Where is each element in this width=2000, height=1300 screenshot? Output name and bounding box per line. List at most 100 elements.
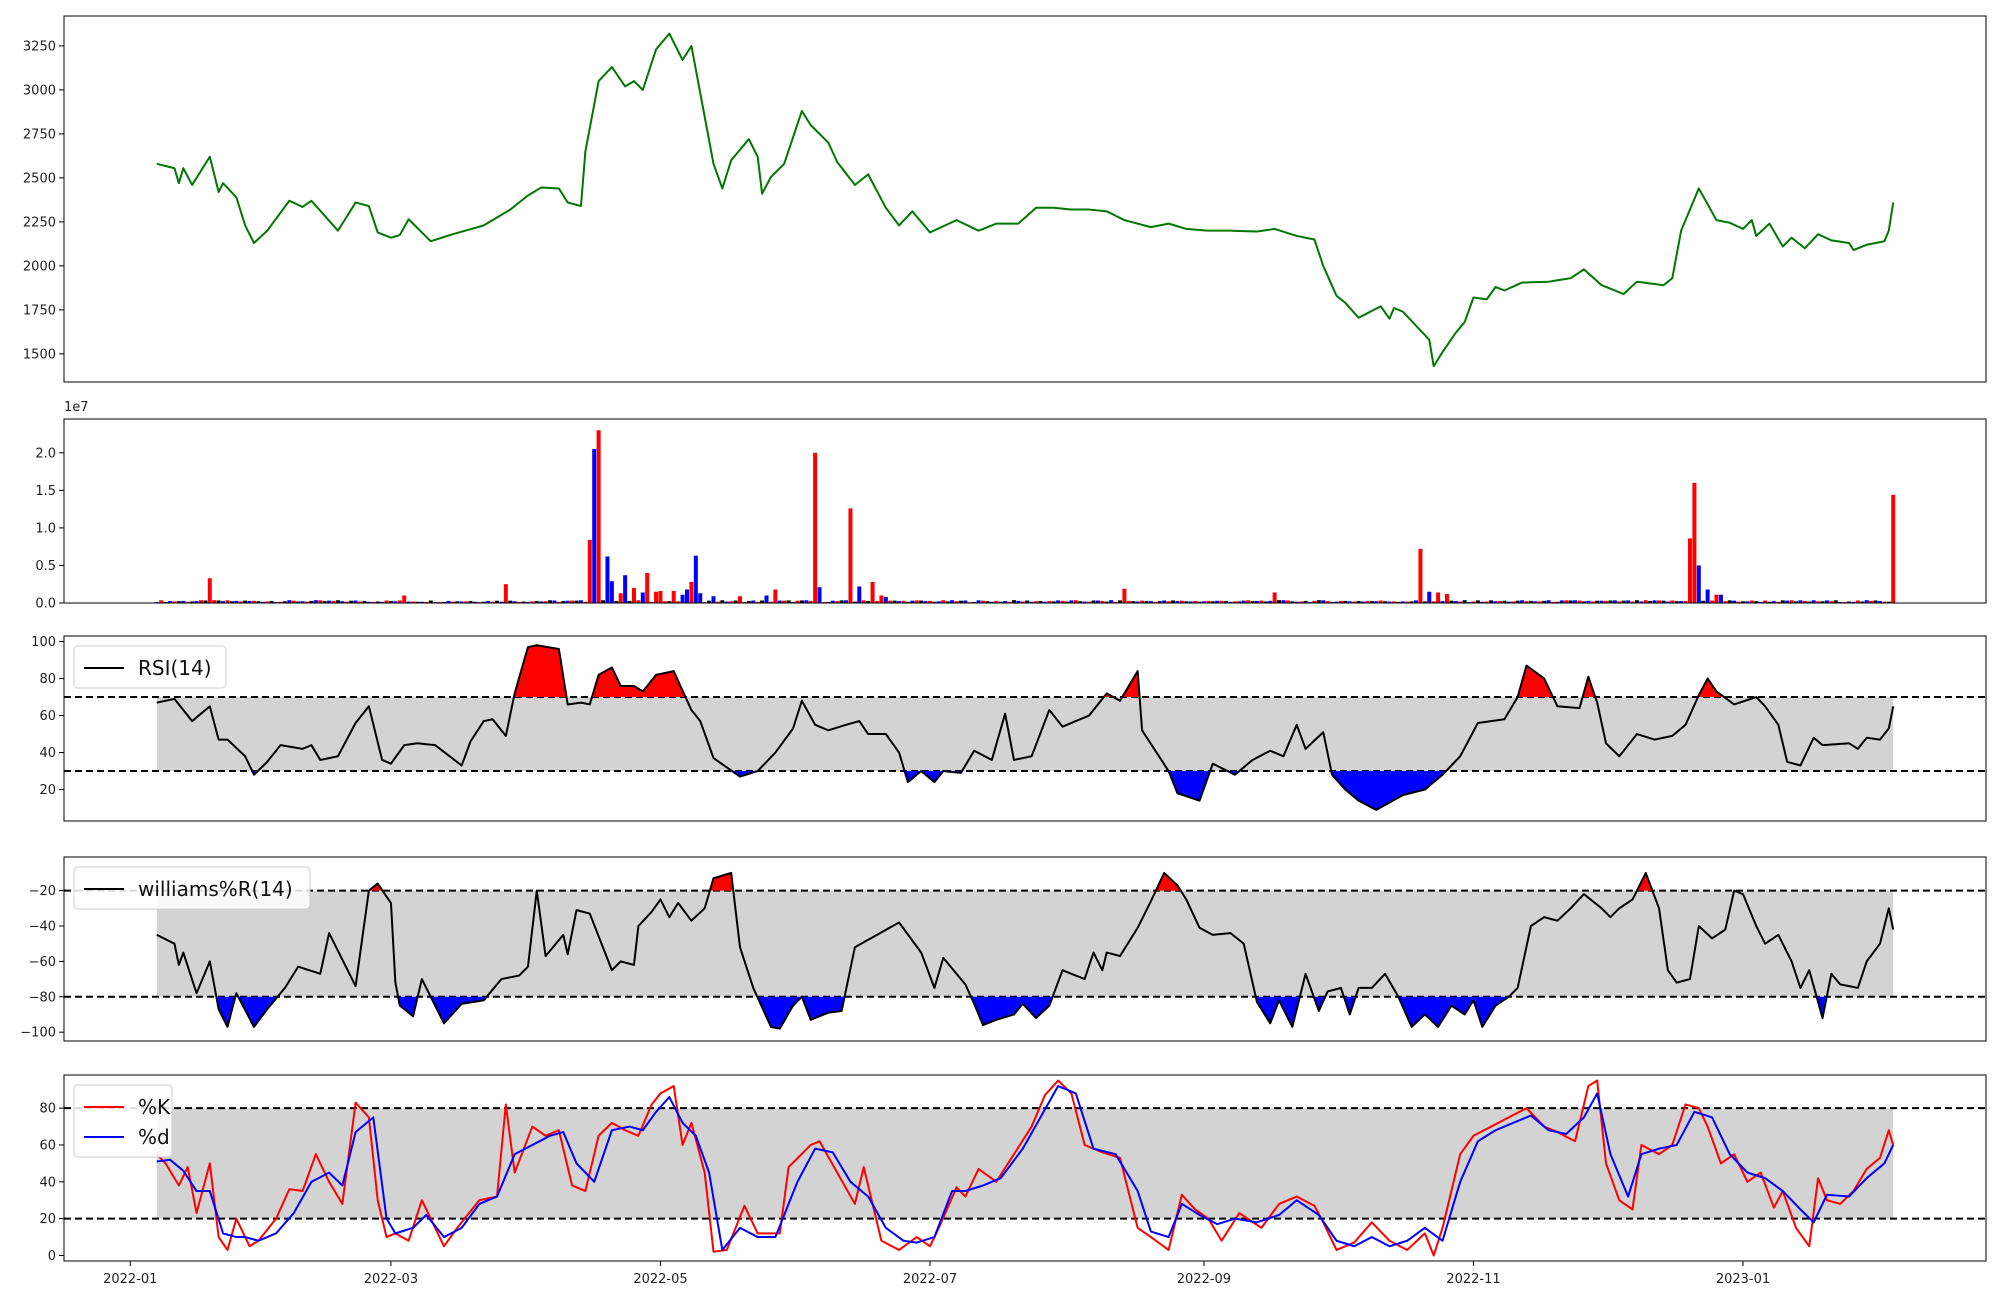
volume-bar bbox=[720, 600, 725, 603]
panel-williams bbox=[64, 871, 1986, 1030]
legend bbox=[73, 645, 227, 689]
volume-bar bbox=[362, 601, 367, 603]
x-tick-label: 2022-01 bbox=[103, 1272, 157, 1287]
oversold-fill bbox=[430, 996, 487, 1024]
volume-bar bbox=[1758, 601, 1763, 603]
y-tick-label: −80 bbox=[29, 990, 56, 1005]
volume-bar bbox=[1820, 601, 1825, 603]
volume-bar bbox=[1281, 600, 1286, 603]
legend-label: %K bbox=[138, 1095, 171, 1119]
volume-bar bbox=[1873, 600, 1878, 603]
y-tick-label: 2.0 bbox=[35, 446, 56, 461]
y-tick-label: 100 bbox=[31, 635, 56, 650]
volume-bar bbox=[353, 600, 358, 603]
volume-bar bbox=[300, 601, 305, 603]
volume-bar bbox=[375, 601, 380, 603]
volume-bar bbox=[1754, 601, 1759, 603]
volume-bar bbox=[1511, 601, 1516, 603]
volume-bar bbox=[879, 595, 884, 603]
volume-bar bbox=[680, 594, 685, 603]
volume-bar bbox=[159, 600, 164, 603]
volume-bar bbox=[777, 600, 782, 603]
y-tick-label: 60 bbox=[39, 709, 56, 724]
volume-bar bbox=[1829, 601, 1834, 603]
price-line bbox=[156, 32, 1895, 368]
volume-bar bbox=[1215, 600, 1220, 603]
volume-bar bbox=[1285, 600, 1290, 603]
volume-bar bbox=[203, 600, 208, 603]
volume-bar bbox=[1542, 600, 1547, 603]
volume-bar bbox=[848, 508, 853, 603]
volume-bar bbox=[508, 600, 513, 603]
volume-bar bbox=[1453, 601, 1458, 603]
volume-bar bbox=[782, 600, 787, 603]
volume-bar bbox=[1621, 600, 1626, 603]
oversold-fill bbox=[1331, 771, 1447, 810]
volume-bar bbox=[658, 590, 663, 603]
volume-bar bbox=[419, 601, 424, 603]
volume-bar bbox=[1727, 600, 1732, 603]
volume-bar bbox=[592, 449, 597, 603]
overbought-fill bbox=[1155, 872, 1181, 891]
volume-bar bbox=[1091, 600, 1096, 603]
volume-bar bbox=[583, 601, 588, 603]
volume-bar bbox=[1785, 600, 1790, 603]
volume-bar bbox=[450, 601, 455, 603]
volume-bar bbox=[1361, 601, 1366, 603]
legend-label: %d bbox=[138, 1125, 170, 1149]
volume-bar bbox=[1237, 601, 1242, 603]
volume-bar bbox=[495, 600, 499, 603]
volume-bar bbox=[1201, 601, 1206, 603]
volume-bar bbox=[972, 601, 977, 603]
volume-bar bbox=[645, 572, 650, 603]
volume-bar bbox=[1321, 600, 1326, 603]
oversold-fill bbox=[1398, 996, 1509, 1027]
volume-bar bbox=[212, 600, 217, 603]
volume-bar bbox=[1140, 600, 1145, 603]
volume-bar bbox=[282, 601, 287, 603]
volume-bar bbox=[424, 601, 429, 603]
legend-label: williams%R(14) bbox=[138, 877, 293, 901]
volume-bar bbox=[1710, 600, 1715, 603]
volume-bar bbox=[923, 601, 928, 603]
volume-bar bbox=[247, 601, 252, 603]
volume-bar bbox=[707, 600, 712, 603]
volume-bar bbox=[1034, 601, 1039, 603]
volume-bar bbox=[1559, 600, 1564, 603]
oversold-fill bbox=[970, 996, 1053, 1026]
volume-bar bbox=[1723, 601, 1728, 603]
volume-bar bbox=[791, 601, 796, 603]
volume-bar bbox=[446, 600, 451, 603]
volume-bar bbox=[738, 596, 743, 603]
legend bbox=[73, 1084, 173, 1158]
volume-bar bbox=[260, 601, 265, 603]
volume-bar bbox=[1427, 591, 1432, 603]
volume-bar bbox=[190, 601, 195, 603]
volume-bar bbox=[340, 601, 345, 603]
volume-bar bbox=[256, 601, 261, 603]
volume-bar bbox=[1674, 601, 1679, 603]
volume-bar bbox=[1113, 601, 1118, 603]
x-tick-label: 2022-05 bbox=[633, 1272, 687, 1287]
volume-bar bbox=[393, 601, 398, 603]
volume-bar bbox=[928, 600, 932, 603]
volume-bar bbox=[1444, 593, 1449, 603]
x-tick-label: 2022-11 bbox=[1446, 1272, 1500, 1287]
volume-bar bbox=[539, 601, 544, 603]
overbought-fill bbox=[1517, 665, 1553, 698]
oversold-fill bbox=[238, 996, 278, 1027]
volume-bar bbox=[1303, 600, 1308, 603]
volume-bar bbox=[318, 600, 323, 603]
volume-bar bbox=[1347, 601, 1352, 603]
volume-bar bbox=[331, 600, 336, 603]
volume-bar bbox=[1277, 600, 1282, 603]
volume-bar bbox=[1736, 601, 1741, 603]
volume-bar bbox=[1577, 600, 1582, 603]
volume-bar bbox=[773, 589, 778, 603]
volume-bar bbox=[844, 600, 849, 603]
volume-bar bbox=[786, 600, 791, 603]
overbought-fill bbox=[1582, 676, 1596, 698]
x-tick-label: 2022-09 bbox=[1177, 1272, 1231, 1287]
volume-bar bbox=[251, 600, 256, 603]
volume-bar bbox=[1745, 601, 1750, 603]
